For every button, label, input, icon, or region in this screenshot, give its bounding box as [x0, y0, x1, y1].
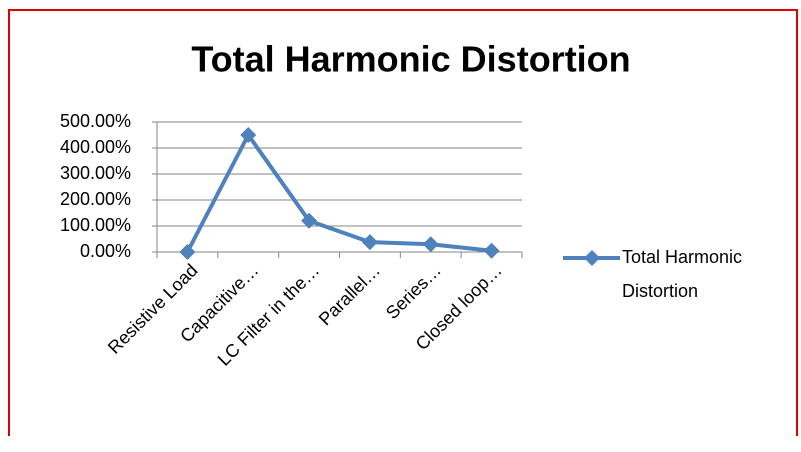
y-tick-label: 500.00% — [60, 111, 131, 131]
frame — [8, 9, 798, 436]
marker — [240, 127, 257, 143]
y-tick-label: 400.00% — [60, 137, 131, 157]
y-tick-label: 100.00% — [60, 215, 131, 235]
marker — [301, 212, 318, 229]
legend-marker — [584, 250, 600, 266]
marker — [179, 244, 196, 260]
y-tick-label: 300.00% — [60, 163, 131, 183]
series-line — [185, 133, 492, 253]
marker — [483, 242, 500, 259]
legend-label: Total Harmonic Distortion — [622, 247, 742, 301]
y-tick-label: 0.00% — [80, 241, 131, 261]
marker — [422, 236, 439, 253]
chart-title: Total Harmonic Distortion — [191, 39, 630, 80]
y-tick-label: 200.00% — [60, 189, 131, 209]
marker — [361, 234, 378, 251]
